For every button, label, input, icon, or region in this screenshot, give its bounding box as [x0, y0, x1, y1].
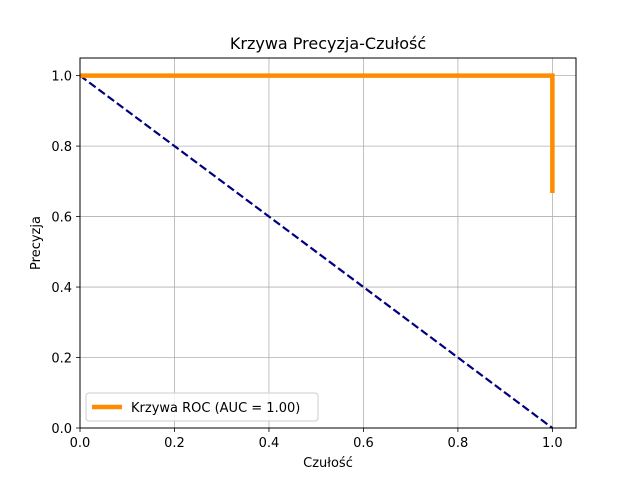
y-axis-label: Precyzja — [29, 216, 44, 270]
legend: Krzywa ROC (AUC = 1.00) — [85, 392, 319, 422]
x-tick-label: 0.8 — [448, 436, 469, 451]
y-tick-label: 0.0 — [51, 422, 72, 437]
legend-box — [85, 392, 319, 422]
x-tick-label: 1.0 — [542, 436, 563, 451]
series-layer — [79, 73, 555, 429]
grid — [79, 58, 576, 429]
chart-title: Krzywa Precyzja-Czułość — [230, 34, 426, 53]
x-tick-label: 0.0 — [70, 436, 91, 451]
series-line-pr-curve — [80, 73, 555, 193]
y-tick-label: 1.0 — [51, 70, 72, 85]
x-axis-ticks: 0.0 0.2 0.4 0.6 0.8 1.0 — [70, 428, 563, 451]
y-axis-ticks: 0.0 0.2 0.4 0.6 0.8 1.0 — [51, 70, 80, 437]
x-tick-label: 0.2 — [164, 436, 185, 451]
y-tick-label: 0.4 — [51, 281, 72, 296]
x-axis-label: Czułość — [303, 456, 353, 471]
x-tick-label: 0.4 — [259, 436, 280, 451]
legend-label: Krzywa ROC (AUC = 1.00) — [131, 401, 300, 416]
plot-frame — [79, 57, 577, 429]
y-tick-label: 0.8 — [51, 140, 72, 155]
y-tick-label: 0.2 — [51, 352, 72, 367]
y-tick-label: 0.6 — [51, 211, 72, 226]
x-tick-label: 0.6 — [353, 436, 374, 451]
series-line-diagonal — [79, 74, 554, 429]
